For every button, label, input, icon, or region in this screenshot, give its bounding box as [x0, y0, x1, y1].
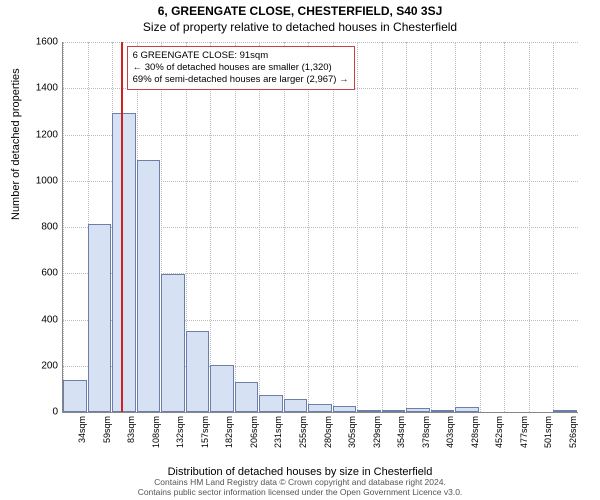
histogram-bar — [431, 410, 455, 412]
x-tick-label: 132sqm — [175, 416, 185, 448]
annotation-box: 6 GREENGATE CLOSE: 91sqm← 30% of detache… — [127, 46, 355, 90]
histogram-bar — [63, 380, 87, 412]
histogram-bar — [186, 331, 210, 412]
x-tick-label: 378sqm — [421, 416, 431, 448]
x-tick-label: 34sqm — [77, 416, 87, 443]
histogram-bar — [406, 408, 430, 412]
annotation-line2: ← 30% of detached houses are smaller (1,… — [133, 62, 349, 74]
histogram-bar — [161, 274, 185, 412]
y-tick-label: 1200 — [34, 129, 58, 140]
x-tick-label: 403sqm — [445, 416, 455, 448]
y-tick-label: 800 — [34, 222, 58, 233]
chart-container: 6, GREENGATE CLOSE, CHESTERFIELD, S40 3S… — [0, 0, 600, 500]
x-tick-label: 255sqm — [298, 416, 308, 448]
histogram-bar — [284, 399, 308, 412]
histogram-bar — [455, 407, 479, 412]
histogram-bar — [308, 404, 332, 412]
footer-credits: Contains HM Land Registry data © Crown c… — [0, 478, 600, 498]
x-tick-label: 280sqm — [323, 416, 333, 448]
x-tick-label: 501sqm — [543, 416, 553, 448]
x-tick-label: 108sqm — [151, 416, 161, 448]
x-tick-label: 428sqm — [470, 416, 480, 448]
y-tick-label: 0 — [34, 407, 58, 418]
x-tick-label: 477sqm — [519, 416, 529, 448]
x-tick-label: 329sqm — [372, 416, 382, 448]
x-tick-label: 231sqm — [273, 416, 283, 448]
x-axis-label: Distribution of detached houses by size … — [0, 466, 600, 478]
histogram-bar — [553, 410, 577, 412]
histogram-bar — [112, 113, 136, 412]
histogram-bar — [333, 406, 357, 412]
y-tick-label: 1400 — [34, 83, 58, 94]
y-tick-label: 200 — [34, 360, 58, 371]
x-tick-label: 83sqm — [126, 416, 136, 443]
plot-area: 6 GREENGATE CLOSE: 91sqm← 30% of detache… — [62, 42, 578, 413]
histogram-bar — [259, 395, 283, 412]
annotation-line1: 6 GREENGATE CLOSE: 91sqm — [133, 50, 349, 62]
title-address: 6, GREENGATE CLOSE, CHESTERFIELD, S40 3S… — [0, 0, 600, 18]
histogram-bar — [88, 224, 112, 412]
x-tick-label: 305sqm — [347, 416, 357, 448]
annotation-line3: 69% of semi-detached houses are larger (… — [133, 74, 349, 86]
x-tick-label: 354sqm — [396, 416, 406, 448]
x-tick-label: 157sqm — [200, 416, 210, 448]
property-marker-line — [121, 42, 123, 412]
x-tick-label: 526sqm — [568, 416, 578, 448]
y-tick-label: 400 — [34, 314, 58, 325]
histogram-bar — [137, 160, 161, 412]
histogram-bar — [357, 410, 381, 412]
y-axis-label: Number of detached properties — [10, 68, 22, 220]
y-tick-label: 600 — [34, 268, 58, 279]
x-tick-label: 206sqm — [249, 416, 259, 448]
y-tick-label: 1000 — [34, 175, 58, 186]
x-tick-label: 59sqm — [102, 416, 112, 443]
title-subtitle: Size of property relative to detached ho… — [0, 18, 600, 34]
footer-line2: Contains public sector information licen… — [0, 488, 600, 498]
histogram-bar — [235, 382, 259, 412]
x-tick-label: 452sqm — [494, 416, 504, 448]
x-tick-label: 182sqm — [224, 416, 234, 448]
histogram-bar — [382, 410, 406, 412]
y-tick-label: 1600 — [34, 37, 58, 48]
histogram-bar — [210, 365, 234, 412]
